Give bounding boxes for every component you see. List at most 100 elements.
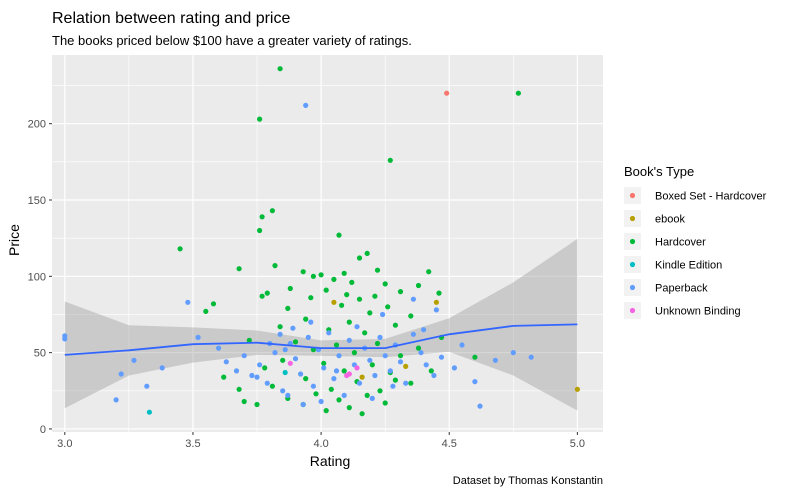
data-point <box>346 405 352 411</box>
confidence-ribbon-layer <box>64 238 578 411</box>
data-point <box>318 272 324 278</box>
data-point <box>362 330 368 336</box>
data-point <box>415 345 422 351</box>
data-point <box>364 250 370 256</box>
data-point <box>185 299 191 305</box>
legend-label: Hardcover <box>655 237 706 249</box>
data-point <box>423 362 429 368</box>
data-point <box>241 353 247 359</box>
data-point <box>428 368 434 374</box>
y-tick-label: 0 <box>40 424 46 436</box>
data-point <box>249 372 255 379</box>
data-point <box>346 319 352 325</box>
data-point <box>282 369 288 376</box>
data-point <box>257 362 263 368</box>
data-point <box>341 270 347 276</box>
legend-key-marker <box>629 215 636 222</box>
data-point <box>326 330 332 336</box>
data-point <box>236 386 242 392</box>
data-point <box>308 295 314 301</box>
data-point <box>367 357 373 363</box>
legend-item: Boxed Set - Hardcover <box>624 187 767 204</box>
chart-caption: Dataset by Thomas Konstantin <box>453 475 603 487</box>
data-point <box>328 386 334 392</box>
data-point <box>397 289 404 295</box>
data-point <box>159 365 165 371</box>
data-point <box>472 354 478 360</box>
data-point <box>528 354 534 360</box>
data-point <box>321 365 327 371</box>
data-point <box>515 90 522 96</box>
data-point <box>510 350 516 356</box>
legend-item: Paperback <box>624 279 708 296</box>
data-point <box>62 336 68 342</box>
data-point <box>372 293 378 299</box>
data-point <box>359 374 365 380</box>
x-axis-title: Rating <box>310 453 350 469</box>
data-point <box>146 409 152 415</box>
legend-label: Unknown Binding <box>655 306 741 318</box>
data-point <box>492 357 498 363</box>
data-point <box>216 345 222 351</box>
legend-label: Paperback <box>655 283 708 295</box>
data-point <box>223 359 229 365</box>
data-point <box>282 347 288 353</box>
data-point <box>259 214 265 220</box>
legend-key-marker <box>629 307 636 314</box>
chart-title: Relation between rating and price <box>52 10 290 27</box>
data-point <box>369 395 375 401</box>
data-point <box>298 371 304 377</box>
y-tick-label: 200 <box>28 119 46 131</box>
data-point <box>318 398 324 405</box>
data-point <box>477 403 483 409</box>
x-tick-label: 5.0 <box>570 438 585 450</box>
data-point <box>269 208 275 214</box>
x-tick-label: 4.5 <box>442 438 457 450</box>
data-point <box>459 342 465 348</box>
data-point <box>438 354 445 360</box>
legend-label: Boxed Set - Hardcover <box>655 191 767 203</box>
data-point <box>272 263 278 269</box>
data-point <box>254 401 260 408</box>
data-point <box>410 331 416 337</box>
data-point <box>408 380 414 386</box>
legend-item: Kindle Edition <box>624 256 722 273</box>
data-point <box>341 368 347 374</box>
data-point <box>303 102 309 108</box>
data-point <box>287 360 293 366</box>
data-point <box>203 308 209 314</box>
data-point <box>118 371 124 377</box>
data-point <box>331 276 337 282</box>
y-axis-title: Price <box>6 224 22 256</box>
x-tick-label: 4.0 <box>313 438 328 450</box>
data-point <box>264 290 270 296</box>
data-point <box>369 362 375 368</box>
data-point <box>321 360 327 366</box>
data-point <box>433 299 439 305</box>
data-point <box>418 350 424 356</box>
y-tick-label: 150 <box>28 195 46 207</box>
data-point <box>356 255 363 261</box>
data-point <box>431 372 437 379</box>
data-point <box>408 313 414 319</box>
data-point <box>221 374 227 380</box>
data-point <box>210 301 217 307</box>
data-point <box>257 227 263 234</box>
legend: Book's Type Boxed Set - Hardcover ebook Ha… <box>624 164 767 319</box>
plot-panel <box>52 55 603 432</box>
data-point <box>341 392 347 398</box>
data-point <box>346 337 352 343</box>
data-point <box>356 296 363 302</box>
data-point <box>387 368 393 374</box>
data-point <box>426 269 432 275</box>
data-point <box>287 285 293 292</box>
data-point <box>574 386 581 392</box>
data-point <box>290 325 296 331</box>
data-point <box>367 310 373 316</box>
data-point <box>269 383 275 389</box>
data-point <box>310 383 316 389</box>
panel-background <box>52 55 603 432</box>
data-point <box>305 334 311 340</box>
data-point <box>364 392 370 398</box>
data-point <box>351 350 357 356</box>
